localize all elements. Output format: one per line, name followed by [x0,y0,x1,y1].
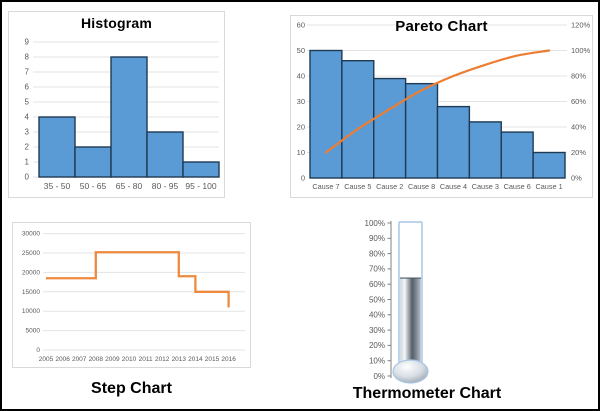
x-axis-category-label: Cause 1 [535,182,562,191]
histogram-bar [182,161,220,178]
x-axis-tick-label: 2013 [172,356,187,363]
thermometer-chart-caption: Thermometer Chart [352,385,502,402]
x-axis-category-label: Cause 6 [504,182,531,191]
right-axis-tick-label: 100% [571,46,591,55]
x-axis-tick-label: 2014 [188,356,203,363]
left-axis-tick-label: 40 [297,72,305,81]
x-axis-tick-label: 2015 [205,356,220,363]
y-axis-tick-label: 10000 [22,308,40,315]
y-axis-tick-label: 5000 [26,328,41,335]
left-axis-tick-label: 60 [297,21,305,30]
percent-tick-label: 0% [373,372,385,381]
x-axis-category-label: 50 - 65 [80,181,107,191]
x-axis-category-label: Cause 3 [472,182,499,191]
thermometer-plot: 100% 90% 80% 70% 60% 50% 40% 30% 20% 10% 0% [365,219,429,384]
x-axis-tick-label: 2008 [89,356,104,363]
percent-tick-label: 100% [365,219,385,228]
histogram-bar [146,131,184,178]
x-axis-category-label: Cause 4 [440,182,467,191]
histogram-bar [110,56,148,178]
pareto-bar [500,131,534,179]
x-axis-category-label: 80 - 95 [152,181,179,191]
y-axis-tick-label: 6 [25,83,30,92]
cumulative-percent-line [324,49,551,154]
histogram-chart: 0 1 2 3 4 5 6 7 8 9 35 - 50 50 - 65 65 - 80 80 - 95 95… [8,11,225,198]
pareto-bar [309,49,343,179]
pareto-bar [468,121,502,179]
x-axis-category-label: Cause 2 [376,182,403,191]
y-axis-tick-label: 25000 [22,250,40,257]
x-axis-tick-label: 2012 [155,356,170,363]
percent-tick-label: 80% [369,249,385,258]
histogram-plot: 0 1 2 3 4 5 6 7 8 9 35 - 50 50 - 65 65 - 80 80 - 95 95… [25,38,220,191]
percent-tick-label: 70% [369,265,385,274]
pareto-plot: 0 10 20 30 40 50 60 0% 20% 40% 60% 80% 100% 120% Cause… [297,21,591,192]
step-line [46,251,230,308]
y-axis-tick-label: 2 [25,143,30,152]
histogram-title: Histogram [80,15,153,31]
y-axis-tick-label: 0 [36,347,40,354]
percent-tick-label: 40% [369,311,385,320]
step-chart: 0 5000 10000 15000 20000 25000 30000 2005 2006 20… [12,222,251,368]
histogram-bar [38,116,76,178]
right-axis-tick-label: 20% [571,148,586,157]
x-axis-category-label: 95 - 100 [185,181,216,191]
y-axis-tick-label: 5 [25,98,30,107]
x-axis-tick-label: 2010 [122,356,137,363]
right-axis-tick-label: 40% [571,123,586,132]
y-axis-tick-label: 0 [25,173,30,182]
y-axis-tick-label: 7 [25,68,30,77]
x-axis-category-label: Cause 8 [408,182,435,191]
step-chart-caption: Step Chart [91,380,172,397]
pareto-bar [373,77,407,179]
y-axis-tick-label: 1 [25,158,30,167]
y-axis-tick-label: 3 [25,128,30,137]
percent-tick-label: 20% [369,341,385,350]
percent-tick-label: 30% [369,326,385,335]
pareto-bar [532,151,566,179]
x-axis-category-label: Cause 5 [344,182,371,191]
x-axis-category-label: Cause 7 [312,182,339,191]
left-axis-tick-label: 0 [301,174,305,183]
percent-tick-label: 10% [369,357,385,366]
left-axis-tick-label: 50 [297,46,305,55]
y-axis-tick-label: 8 [25,53,30,62]
pareto-bar [436,105,471,179]
thermometer-bulb [392,359,429,384]
pareto-title: Pareto Chart [395,18,488,35]
right-axis-tick-label: 0% [571,174,582,183]
pareto-chart: 0 10 20 30 40 50 60 0% 20% 40% 60% 80% 100% 120% Cause… [290,15,593,198]
y-axis-tick-label: 20000 [22,269,40,276]
x-axis-tick-label: 2006 [55,356,70,363]
x-axis-tick-label: 2009 [105,356,120,363]
right-axis-tick-label: 60% [571,97,586,106]
y-axis-tick-label: 15000 [22,289,40,296]
x-axis-category-label: 35 - 50 [44,181,71,191]
right-axis-tick-label: 80% [571,72,586,81]
percent-tick-label: 60% [369,280,385,289]
left-axis-tick-label: 10 [297,148,305,157]
x-axis-tick-label: 2011 [139,356,153,363]
x-axis-tick-label: 2016 [221,356,236,363]
x-axis-tick-label: 2005 [39,356,54,363]
pareto-bar [341,60,375,179]
x-axis-category-label: 65 - 80 [116,181,143,191]
left-axis-tick-label: 20 [297,123,305,132]
x-axis-tick-label: 2007 [72,356,87,363]
percent-tick-label: 90% [369,234,385,243]
y-axis-tick-label: 9 [25,38,30,47]
percent-tick-label: 50% [369,295,385,304]
left-axis-tick-label: 30 [297,97,305,106]
y-axis-tick-label: 30000 [22,231,40,238]
histogram-bar [74,146,112,178]
y-axis-tick-label: 4 [25,113,30,122]
thermometer-fill [400,278,421,369]
right-axis-tick-label: 120% [571,21,591,30]
